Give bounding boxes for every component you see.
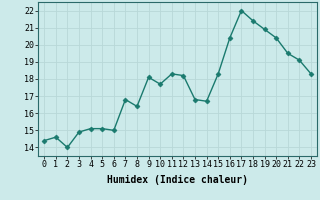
X-axis label: Humidex (Indice chaleur): Humidex (Indice chaleur)	[107, 175, 248, 185]
